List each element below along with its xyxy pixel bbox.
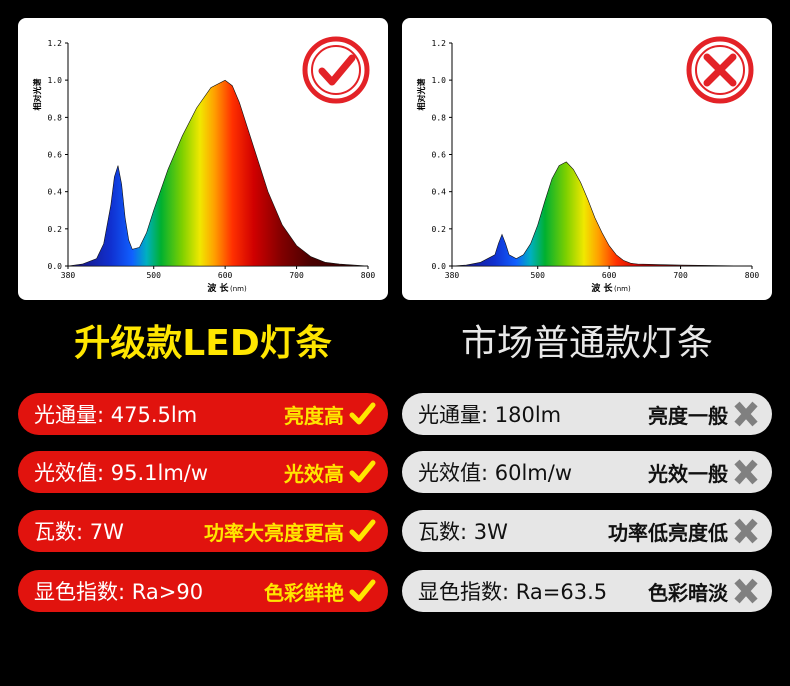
x-tick-label: 700 xyxy=(289,271,304,280)
spec-note-text: 光效一般 xyxy=(648,461,728,486)
upgraded-spec-row: 光通量: 475.5lm 亮度高 xyxy=(18,393,388,435)
spectrum-chart-standard: 0.0 0.2 0.4 0.6 0.8 1.0 1.2 380 500 600 700 800 相对光谱… xyxy=(402,18,772,300)
spec-label: 显色指数: Ra>90 xyxy=(34,580,204,604)
upgraded-title: 升级款LED灯条 xyxy=(74,323,332,364)
spec-note: 功率低亮度低 xyxy=(608,517,760,546)
spec-note: 亮度一般 xyxy=(648,400,760,429)
spec-label: 光通量: 180lm xyxy=(418,403,562,427)
y-tick-label: 1.0 xyxy=(432,76,447,85)
standard-spec-row: 瓦数: 3W 功率低亮度低 xyxy=(402,510,772,552)
y-tick-label: 0.4 xyxy=(432,188,447,197)
x-axis-unit: (nm) xyxy=(614,285,631,293)
spec-label: 光通量: 475.5lm xyxy=(34,403,198,427)
y-tick-label: 1.2 xyxy=(432,39,447,48)
cross-icon xyxy=(734,518,758,544)
y-tick-label: 0.6 xyxy=(432,151,447,160)
cross-icon xyxy=(734,459,758,485)
spectrum-svg-standard: 0.0 0.2 0.4 0.6 0.8 1.0 1.2 380 500 600 700 800 相对光谱… xyxy=(416,36,760,294)
y-tick-label: 1.0 xyxy=(48,76,63,85)
x-tick-label: 800 xyxy=(745,271,760,280)
spec-note: 色彩暗淡 xyxy=(648,577,760,606)
y-tick-label: 0.0 xyxy=(48,262,63,271)
upgraded-spec-row: 瓦数: 7W 功率大亮度更高 xyxy=(18,510,388,552)
y-axis-label: 相对光谱 xyxy=(32,79,42,111)
cross-icon xyxy=(734,401,758,427)
x-tick-label: 380 xyxy=(61,271,76,280)
y-tick-label: 1.2 xyxy=(48,39,63,48)
spec-label: 瓦数: 7W xyxy=(34,520,124,544)
spec-note-text: 功率低亮度低 xyxy=(608,520,728,545)
check-badge-icon xyxy=(302,36,370,104)
y-tick-label: 0.2 xyxy=(432,225,447,234)
x-axis-label: 波 长 xyxy=(591,282,613,294)
spec-note-text: 光效高 xyxy=(284,461,344,486)
spec-label: 光效值: 95.1lm/w xyxy=(34,461,209,485)
check-icon xyxy=(349,402,376,425)
y-tick-label: 0.8 xyxy=(48,113,63,122)
y-axis-label: 相对光谱 xyxy=(416,79,426,111)
x-tick-label: 380 xyxy=(445,271,460,280)
spec-label: 光效值: 60lm/w xyxy=(418,461,573,485)
standard-spec-row: 显色指数: Ra=63.5 色彩暗淡 xyxy=(402,570,772,612)
x-axis-unit: (nm) xyxy=(230,285,247,293)
spec-note: 色彩鲜艳 xyxy=(264,577,376,606)
upgraded-spec-row: 光效值: 95.1lm/w 光效高 xyxy=(18,451,388,493)
x-tick-label: 700 xyxy=(673,271,688,280)
y-tick-label: 0.2 xyxy=(48,225,63,234)
spec-note-text: 色彩鲜艳 xyxy=(264,580,344,605)
spec-note-text: 色彩暗淡 xyxy=(648,580,728,605)
spectrum-svg-upgraded: 0.0 0.2 0.4 0.6 0.8 1.0 1.2 380 500 600 700 800 相对光谱… xyxy=(32,36,376,294)
standard-spec-row: 光通量: 180lm 亮度一般 xyxy=(402,393,772,435)
check-icon xyxy=(349,460,376,483)
spec-note-text: 功率大亮度更高 xyxy=(204,520,344,545)
spectrum-area xyxy=(451,161,753,267)
y-tick-label: 0.6 xyxy=(48,151,63,160)
y-tick-label: 0.4 xyxy=(48,188,63,197)
cross-badge-icon xyxy=(686,36,754,104)
x-axis-label: 波 长 xyxy=(207,282,229,294)
x-tick-label: 500 xyxy=(146,271,161,280)
check-icon xyxy=(349,579,376,602)
spec-note: 亮度高 xyxy=(284,400,376,429)
check-icon xyxy=(349,519,376,542)
cross-icon xyxy=(703,53,737,87)
y-tick-label: 0.8 xyxy=(432,113,447,122)
x-tick-label: 800 xyxy=(361,271,376,280)
spec-note-text: 亮度一般 xyxy=(648,403,728,428)
spectrum-chart-upgraded: 0.0 0.2 0.4 0.6 0.8 1.0 1.2 380 500 600 700 800 相对光谱… xyxy=(18,18,388,300)
check-icon xyxy=(318,54,356,86)
spec-note-text: 亮度高 xyxy=(284,403,344,428)
spec-note: 光效高 xyxy=(284,458,376,487)
x-tick-label: 500 xyxy=(530,271,545,280)
x-tick-label: 600 xyxy=(218,271,233,280)
spectrum-area xyxy=(67,79,369,267)
cross-icon xyxy=(734,578,758,604)
spec-label: 显色指数: Ra=63.5 xyxy=(418,580,608,604)
spec-label: 瓦数: 3W xyxy=(418,520,508,544)
spec-note: 光效一般 xyxy=(648,458,760,487)
spec-note: 功率大亮度更高 xyxy=(204,517,376,546)
y-tick-label: 0.0 xyxy=(432,262,447,271)
standard-spec-row: 光效值: 60lm/w 光效一般 xyxy=(402,451,772,493)
standard-title: 市场普通款灯条 xyxy=(460,323,713,364)
upgraded-spec-row: 显色指数: Ra>90 色彩鲜艳 xyxy=(18,570,388,612)
x-tick-label: 600 xyxy=(602,271,617,280)
